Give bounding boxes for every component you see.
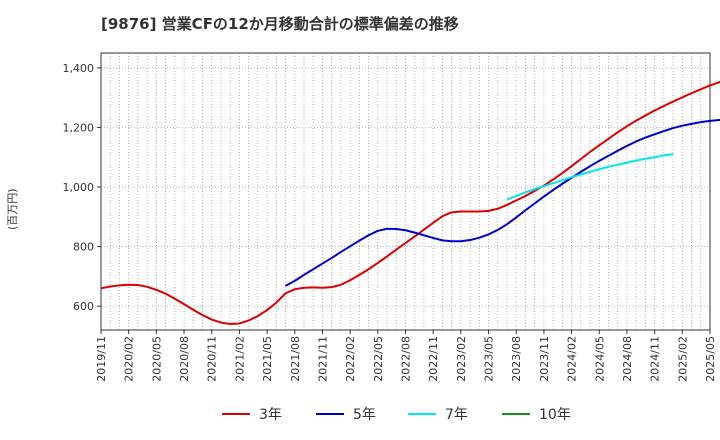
x-tick-label: 2020/02 [123,336,136,382]
x-tick-label: 2021/08 [289,336,302,382]
x-tick-label: 2022/02 [344,336,357,382]
y-tick-label: 1,200 [63,121,95,134]
x-tick-label: 2025/05 [704,336,717,382]
legend-label: 7年 [445,407,468,423]
y-tick-label: 600 [73,300,94,313]
x-tick-label: 2021/11 [316,336,329,382]
y-tick-label: 1,400 [63,62,95,75]
x-tick-label: 2024/02 [566,336,579,382]
x-tick-label: 2022/11 [427,336,440,382]
x-tick-label: 2023/11 [538,336,551,382]
chart-title: [9876] 営業CFの12か月移動合計の標準偏差の推移 [101,15,459,33]
series-layer [100,80,720,326]
x-tick-label: 2020/08 [178,336,191,382]
x-tick-label: 2023/08 [510,336,523,382]
x-tick-label: 2023/02 [455,336,468,382]
grid-layer [100,53,711,330]
x-tick-label: 2024/05 [593,336,606,382]
x-tick-label: 2020/11 [206,336,219,382]
x-tick-label: 2024/11 [649,336,662,382]
x-tick-label: 2022/05 [372,336,385,382]
x-tick-label: 2023/05 [483,336,496,382]
x-tick-label: 2022/08 [400,336,413,382]
x-tick-label: 2020/05 [150,336,163,382]
y-axis: 600 800 1,000 1,200 1,400 [63,62,101,313]
x-axis: 2019/11 2020/02 2020/05 2020/08 2020/11 2021/… [95,330,717,382]
y-tick-label: 1,000 [63,181,95,194]
x-tick-label: 2019/11 [95,336,108,382]
x-tick-label: 2024/08 [621,336,634,382]
y-tick-label: 800 [73,241,94,254]
x-tick-label: 2021/02 [233,336,246,382]
legend-label: 3年 [259,407,282,423]
x-tick-label: 2025/02 [676,336,689,382]
series-line [100,80,720,326]
legend-label: 10年 [539,407,571,423]
x-tick-label: 2021/05 [261,336,274,382]
series-line [506,152,674,201]
series-line [285,118,720,287]
legend-label: 5年 [353,407,376,423]
legend: 3年 5年 7年 10年 [222,407,571,423]
